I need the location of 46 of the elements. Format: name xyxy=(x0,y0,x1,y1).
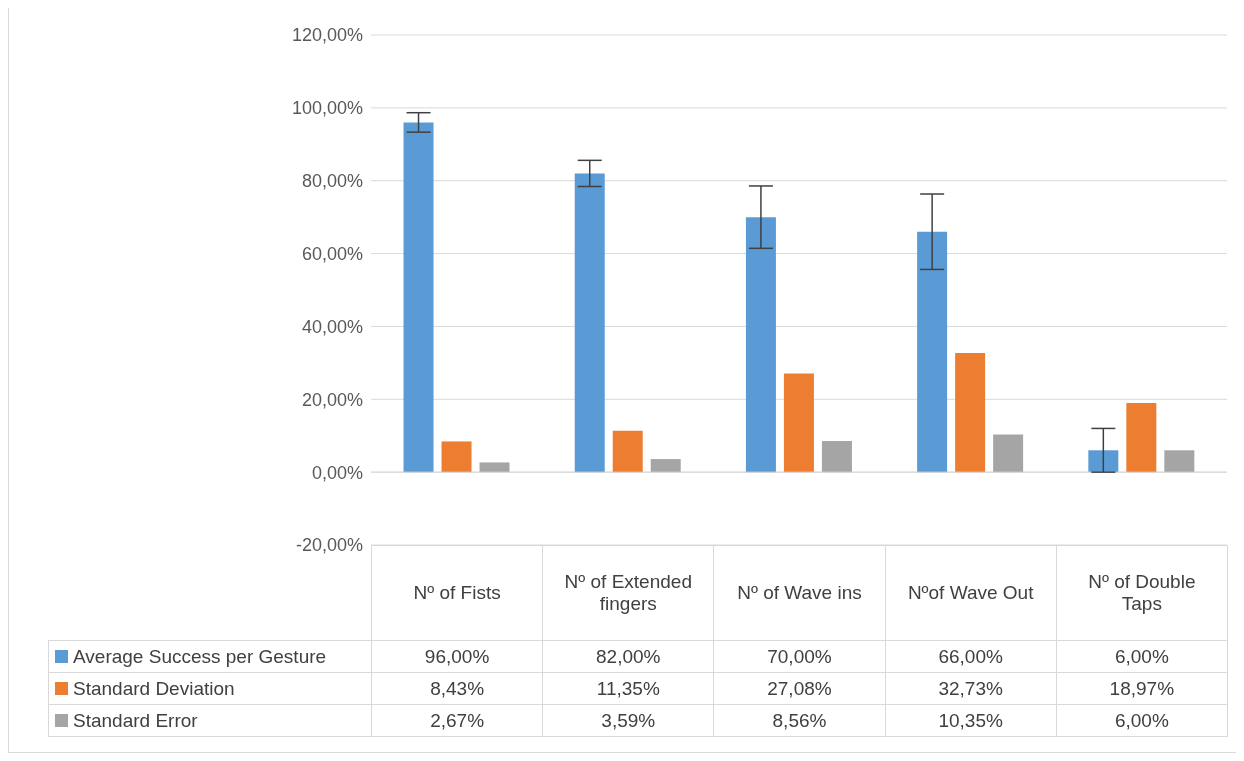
bar xyxy=(745,217,776,473)
data-label: 2,67% xyxy=(371,704,543,737)
bar xyxy=(917,231,948,473)
data-label: 32,73% xyxy=(885,672,1057,705)
bar xyxy=(441,441,472,473)
data-label: 70,00% xyxy=(713,640,886,673)
data-label: 66,00% xyxy=(885,640,1057,673)
data-label: 10,35% xyxy=(885,704,1057,737)
y-tick-label: 20,00% xyxy=(301,389,363,410)
bar xyxy=(1164,450,1195,473)
y-tick-label: 0,00% xyxy=(311,462,363,483)
y-tick-label: 100,00% xyxy=(291,98,363,119)
y-tick-label: -20,00% xyxy=(295,535,363,556)
data-label: 11,35% xyxy=(542,672,714,705)
y-tick-label: 40,00% xyxy=(301,316,363,337)
bar xyxy=(955,352,986,473)
bar xyxy=(821,440,852,473)
bar xyxy=(403,122,434,473)
data-label: 6,00% xyxy=(1056,640,1228,673)
data-label: 8,56% xyxy=(713,704,886,737)
bar xyxy=(650,459,681,473)
data-label: 96,00% xyxy=(371,640,543,673)
bar xyxy=(612,430,643,473)
y-tick-label: 80,00% xyxy=(301,171,363,192)
data-label: 82,00% xyxy=(542,640,714,673)
bar xyxy=(993,434,1024,473)
data-label: 6,00% xyxy=(1056,704,1228,737)
data-label: 27,08% xyxy=(713,672,886,705)
x-tick-label: Nºof Wave Out xyxy=(885,545,1057,641)
x-tick-label: Nº of Extended fingers xyxy=(542,545,714,641)
data-label: 8,43% xyxy=(371,672,543,705)
legend-label: Standard Deviation xyxy=(48,672,372,705)
bar xyxy=(783,373,814,473)
legend-label: Standard Error xyxy=(48,704,372,737)
bar xyxy=(574,173,605,473)
bar xyxy=(479,462,510,473)
x-tick-label: Nº of Wave ins xyxy=(713,545,886,641)
data-label: 18,97% xyxy=(1056,672,1228,705)
x-tick-label: Nº of Fists xyxy=(371,545,543,641)
y-tick-label: 120,00% xyxy=(291,25,363,46)
x-tick-label: Nº of Double Taps xyxy=(1056,545,1228,641)
data-label: 3,59% xyxy=(542,704,714,737)
bar xyxy=(1088,450,1119,473)
y-tick-label: 60,00% xyxy=(301,243,363,264)
bar xyxy=(1126,403,1157,473)
legend-label: Average Success per Gesture xyxy=(48,640,372,673)
